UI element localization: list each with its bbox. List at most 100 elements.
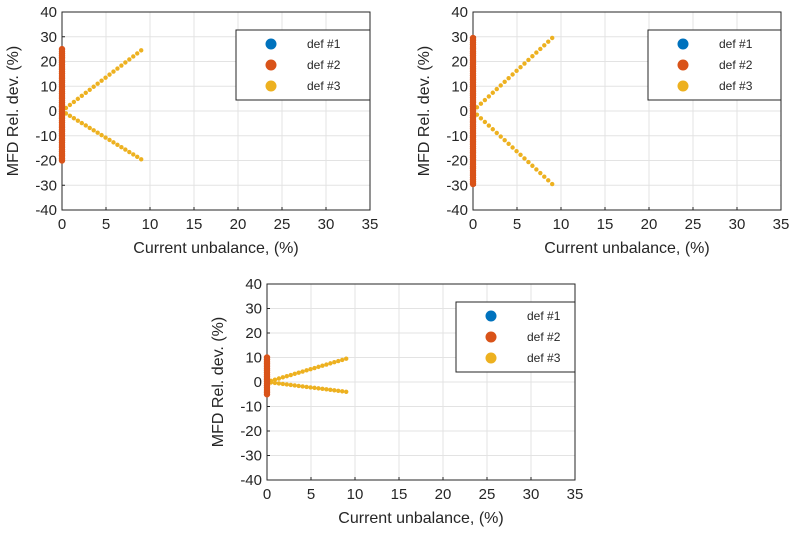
- def3-point: [486, 94, 492, 99]
- y-tick-label: 10: [40, 78, 57, 95]
- def3-point: [344, 389, 349, 394]
- def3-point: [328, 387, 333, 393]
- x-tick-label: 5: [102, 216, 110, 233]
- def3-point: [135, 51, 140, 56]
- def3-point: [546, 39, 551, 44]
- x-tick-label: 35: [773, 216, 790, 233]
- def3-point: [308, 366, 313, 372]
- def3-point: [83, 90, 88, 96]
- x-tick-label: 25: [479, 486, 496, 503]
- def3-point: [514, 68, 519, 74]
- x-tick-label: 30: [318, 216, 335, 233]
- y-tick-label: -10: [446, 128, 468, 145]
- y-tick-label: 40: [451, 4, 468, 21]
- def2-point: [263, 354, 271, 361]
- x-tick-label: 10: [553, 216, 570, 233]
- x-tick-label: 10: [347, 486, 364, 503]
- def3-point: [538, 170, 543, 176]
- x-tick-label: 0: [469, 216, 477, 233]
- def3-point: [498, 134, 503, 139]
- def3-point: [498, 83, 503, 88]
- x-tick-label: 30: [729, 216, 746, 233]
- y-tick-label: -40: [446, 202, 468, 219]
- y-tick-label: -20: [35, 153, 57, 170]
- def3-point: [75, 118, 81, 123]
- def3-point: [99, 132, 104, 138]
- def3-point: [336, 358, 341, 364]
- def3-point: [79, 120, 85, 126]
- def3-point: [91, 128, 96, 133]
- def3-point: [292, 371, 297, 377]
- legend-label: def #1: [307, 37, 341, 51]
- def3-point: [83, 123, 88, 128]
- x-axis-label: Current unbalance, (%): [133, 240, 298, 257]
- def3-point: [300, 384, 305, 389]
- legend-label: def #1: [719, 37, 753, 51]
- def3-point: [288, 372, 293, 378]
- x-tick-label: 20: [641, 216, 658, 233]
- def2-point: [469, 34, 477, 42]
- x-tick-label: 25: [274, 216, 291, 233]
- def3-point: [478, 116, 484, 121]
- y-tick-label: -20: [240, 423, 262, 440]
- x-tick-label: 15: [186, 216, 203, 233]
- def3-point: [139, 157, 144, 162]
- def3-point: [506, 141, 511, 147]
- def3-point: [482, 119, 488, 125]
- x-axis-label: Current unbalance, (%): [544, 240, 709, 257]
- def3-point: [344, 356, 349, 361]
- def3-point: [534, 167, 539, 172]
- y-tick-label: -10: [240, 399, 262, 416]
- def3-point: [300, 369, 305, 374]
- def3-point: [518, 152, 523, 158]
- legend-box: [647, 29, 782, 101]
- x-tick-label: 0: [263, 486, 271, 503]
- x-axis-label: Current unbalance, (%): [338, 510, 503, 527]
- def3-point: [320, 386, 325, 392]
- y-tick-label: -40: [35, 202, 57, 219]
- x-tick-label: 5: [513, 216, 521, 233]
- legend-marker: [485, 352, 497, 364]
- legend-marker: [265, 38, 277, 50]
- y-tick-label: 0: [49, 103, 57, 120]
- y-tick-label: 40: [40, 4, 57, 21]
- def3-point: [494, 86, 499, 92]
- x-tick-label: 30: [523, 486, 540, 503]
- def3-point: [296, 383, 301, 389]
- legend-marker: [677, 38, 689, 50]
- legend: def #1 def #2 def #3: [647, 29, 782, 101]
- y-tick-label: -30: [35, 177, 57, 194]
- def3-point: [550, 181, 555, 187]
- def3-point: [115, 142, 120, 147]
- def3-point: [127, 149, 132, 155]
- def3-point: [328, 361, 333, 366]
- def3-point: [316, 386, 321, 391]
- def3-point: [332, 388, 337, 393]
- y-tick-label: 20: [451, 54, 468, 71]
- def3-point: [111, 69, 116, 74]
- y-axis-label: MFD Rel. dev. (%): [5, 46, 22, 176]
- y-tick-label: 40: [245, 276, 262, 293]
- legend-marker: [677, 59, 689, 71]
- def3-point: [526, 57, 531, 63]
- def3-point: [538, 46, 543, 52]
- y-tick-label: 0: [254, 374, 262, 391]
- def3-point: [67, 102, 73, 108]
- legend: def #1 def #2 def #3: [235, 29, 371, 101]
- def3-point: [308, 385, 313, 390]
- def3-point: [340, 357, 345, 363]
- x-tick-label: 25: [685, 216, 702, 233]
- def3-point: [522, 156, 527, 161]
- def3-point: [304, 368, 309, 373]
- def3-point: [272, 380, 278, 386]
- y-tick-label: 30: [40, 29, 57, 46]
- def3-point: [119, 63, 124, 68]
- chart-panel: 0 5 10 15 20 25 30 35 40 30 20 10 0 -10 -20 -30 -40 Curre…: [5, 4, 378, 257]
- def3-point: [123, 60, 128, 65]
- def3-point: [115, 66, 120, 71]
- def3-point: [71, 99, 77, 105]
- def3-point: [135, 154, 140, 160]
- def3-point: [332, 360, 337, 365]
- y-tick-label: -30: [446, 177, 468, 194]
